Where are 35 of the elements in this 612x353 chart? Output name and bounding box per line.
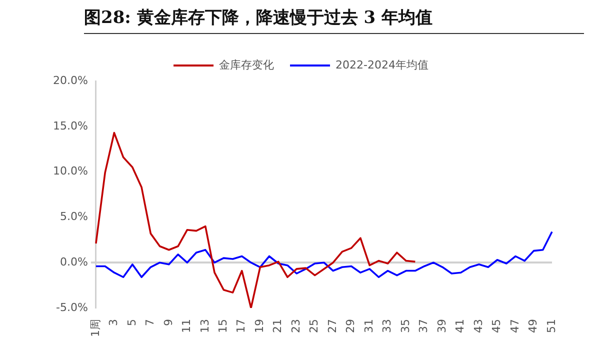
- legend-label: 金库存变化: [219, 58, 274, 72]
- x-tick-label: 25: [308, 319, 321, 333]
- x-tick-label: 15: [216, 319, 230, 333]
- x-tick-label: 9: [162, 319, 175, 326]
- x-tick-label: 37: [417, 319, 430, 333]
- x-tick-label: 7: [144, 319, 157, 326]
- y-tick-label: -5.0%: [56, 300, 88, 314]
- x-tick-label: 43: [472, 319, 485, 333]
- y-tick-label: 0.0%: [60, 255, 88, 268]
- x-tick-label: 27: [326, 319, 339, 333]
- x-tick-label: 19: [252, 319, 266, 333]
- legend-label: 2022-2024年均值: [336, 58, 428, 72]
- chart-title: 图28: 黄金库存下降，降速慢于过去 3 年均值: [84, 6, 584, 34]
- x-tick-label: 35: [398, 319, 412, 333]
- x-tick-label: 51: [544, 319, 558, 333]
- x-tick-label: 39: [435, 319, 448, 333]
- x-tick-label: 47: [508, 319, 522, 333]
- y-tick-label: 15.0%: [52, 119, 88, 132]
- x-tick-label: 13: [198, 319, 212, 333]
- x-tick-label: 31: [362, 319, 376, 333]
- x-tick-label: 33: [380, 319, 394, 333]
- x-tick-label: 3: [107, 319, 120, 326]
- x-tick-label: 23: [289, 319, 302, 333]
- y-tick-label: 10.0%: [52, 164, 88, 178]
- x-tick-label: 29: [344, 319, 358, 333]
- x-tick-label: 17: [234, 319, 248, 333]
- x-tick-label: 21: [271, 319, 284, 333]
- x-tick-label: 49: [526, 319, 540, 333]
- x-tick-label: 45: [490, 319, 504, 333]
- x-tick-label: 11: [180, 319, 194, 333]
- y-tick-label: 20.0%: [52, 74, 88, 87]
- x-tick-label: 5: [125, 319, 138, 326]
- x-tick-label: 41: [454, 319, 467, 333]
- y-tick-label: 5.0%: [60, 210, 88, 224]
- x-tick-label: 1周: [88, 319, 102, 337]
